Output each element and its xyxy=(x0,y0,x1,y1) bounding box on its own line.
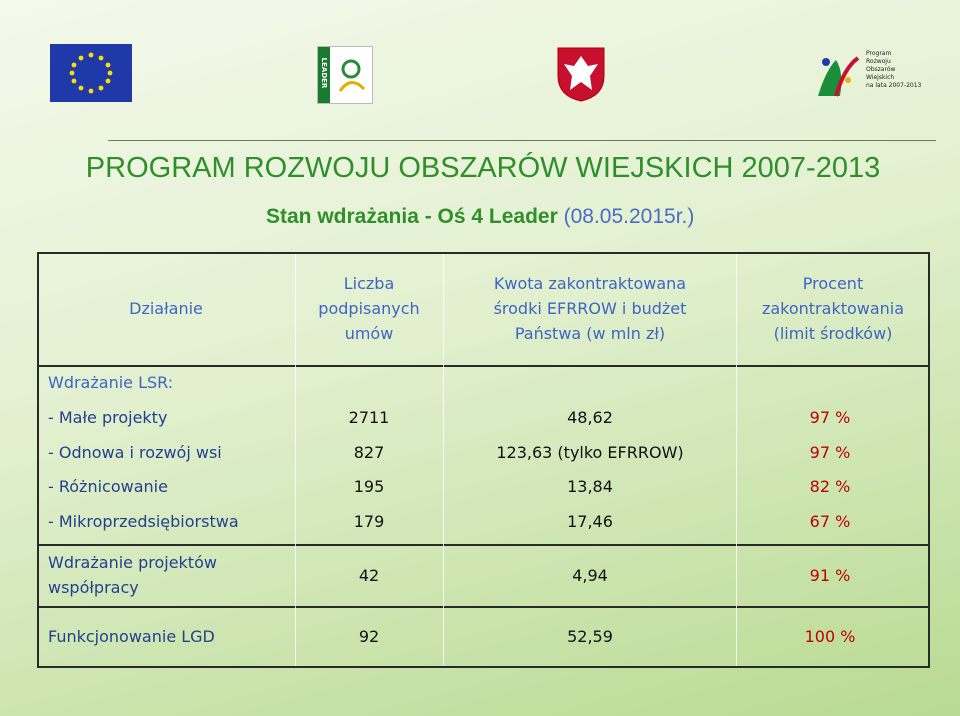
subtitle-row: Stan wdrażania - Oś 4 Leader (08.05.2015… xyxy=(266,205,694,229)
row-label: - Małe projekty xyxy=(48,408,168,427)
row-label: Funkcjonowanie LGD xyxy=(48,627,215,646)
header-line: środki EFRROW i budżet xyxy=(493,299,687,318)
header-line: zakontraktowania xyxy=(761,299,905,318)
leader-text: LEADER xyxy=(320,57,328,89)
cell: 100 % xyxy=(804,627,856,646)
label-line: Wdrażanie projektów xyxy=(48,553,217,572)
column-header: Działanie xyxy=(129,299,203,318)
col-border xyxy=(443,254,444,666)
row-label: - Mikroprzedsiębiorstwa xyxy=(48,512,239,532)
prow-text: Obszarów xyxy=(866,66,896,73)
cell: 92 xyxy=(358,627,380,646)
row-label: - Odnowa i rozwój wsi xyxy=(48,442,222,462)
row-border xyxy=(37,365,930,367)
cell: 52,59 xyxy=(567,627,613,646)
prow-logo: Program Rozwoju Obszarów Wiejskich na la… xyxy=(814,44,921,102)
row-label: Wdrażanie projektów współpracy xyxy=(48,550,217,600)
cell: 179 xyxy=(353,512,385,532)
prow-text: na lata 2007-2013 xyxy=(866,82,922,89)
group-label: Wdrażanie LSR: xyxy=(48,373,174,392)
cell: 2711 xyxy=(348,408,390,427)
divider xyxy=(108,140,936,141)
title: PROGRAM ROZWOJU OBSZARÓW WIEJSKICH 2007-… xyxy=(85,152,881,184)
col-border xyxy=(736,254,737,666)
cell: 123,63 (tylko EFRROW) xyxy=(496,442,684,462)
row-label: - Różnicowanie xyxy=(48,477,168,497)
subtitle: Stan wdrażania - Oś 4 Leader xyxy=(266,205,558,228)
prow-text: Rozwoju xyxy=(866,58,891,65)
table xyxy=(37,252,930,668)
row-border xyxy=(37,544,930,546)
label-line: współpracy xyxy=(48,578,139,597)
cell: 13,84 xyxy=(567,477,613,497)
cell: 91 % xyxy=(809,566,851,585)
header-line: podpisanych xyxy=(318,299,420,318)
cell: 97 % xyxy=(809,408,851,427)
col-border xyxy=(295,254,296,666)
cell: 17,46 xyxy=(567,512,613,532)
column-header: Kwota zakontraktowana środki EFRROW i bud… xyxy=(494,271,687,346)
prow-text: Program xyxy=(866,50,892,57)
header-line: Państwa (w mln zł) xyxy=(514,324,666,343)
cell: 195 xyxy=(353,477,385,497)
cell: 48,62 xyxy=(567,408,613,427)
cell: 42 xyxy=(358,566,380,585)
header-line: Liczba xyxy=(343,274,395,293)
header-line: (limit środków) xyxy=(773,324,893,343)
cell: 4,94 xyxy=(572,566,608,585)
date: (08.05.2015r.) xyxy=(563,205,695,228)
cell: 97 % xyxy=(809,442,851,462)
cell: 827 xyxy=(353,442,385,462)
prow-text: Wiejskich xyxy=(866,74,895,81)
coat-of-arms xyxy=(557,47,605,102)
cell: 67 % xyxy=(809,512,851,532)
header-line: Kwota zakontraktowana xyxy=(493,274,687,293)
row-border xyxy=(37,606,930,608)
leader-logo: LEADER xyxy=(317,46,373,104)
eu-flag xyxy=(50,44,132,102)
column-header: Procent zakontraktowania (limit środków) xyxy=(762,271,904,346)
cell: 82 % xyxy=(809,477,851,497)
header-line: umów xyxy=(344,324,394,343)
header-line: Procent xyxy=(802,274,864,293)
column-header: Liczba podpisanych umów xyxy=(318,271,419,346)
